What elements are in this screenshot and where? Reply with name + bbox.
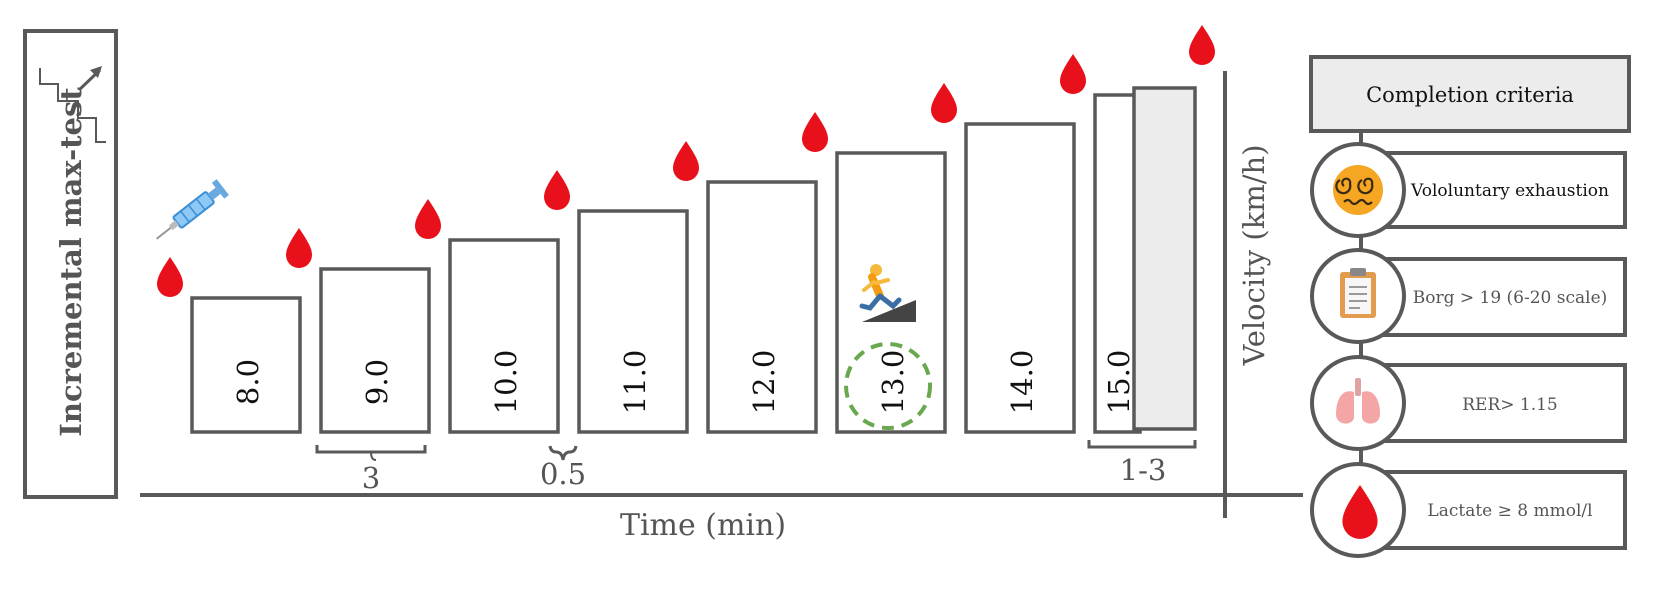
completion-criteria-header bbox=[1309, 55, 1631, 133]
blood-drop-icon bbox=[673, 141, 699, 181]
blood-drop-icon bbox=[802, 112, 828, 152]
highlight-circle bbox=[844, 342, 932, 430]
stage-velocity-label: 9.0 bbox=[360, 359, 394, 405]
blood-drop-icon bbox=[931, 83, 957, 123]
stage-bars: 8.0 9.0 10.0 11.0 12.0 13.0 14.0 15.0 bbox=[190, 93, 1142, 434]
blood-drop-icon bbox=[157, 257, 183, 297]
stage-velocity-label: 10.0 bbox=[489, 350, 523, 415]
rest-duration-label: 0.5 bbox=[540, 457, 586, 491]
criterion-label: Vololuntary exhaustion bbox=[1410, 181, 1609, 201]
velocity-axis-label: Velocity (km/h) bbox=[1237, 144, 1271, 366]
stage-velocity-label: 12.0 bbox=[747, 350, 781, 415]
stage-bar: 11.0 bbox=[577, 209, 689, 434]
stage-bar: 8.0 bbox=[190, 296, 302, 434]
blood-drop-icon bbox=[544, 170, 570, 210]
syringe-icon bbox=[155, 179, 229, 240]
blood-drop-icon bbox=[1060, 54, 1086, 94]
completion-criteria-panel: Completion criteria Vololuntary exhausti… bbox=[1309, 55, 1631, 558]
blood-drop-icon bbox=[415, 199, 441, 239]
protocol-title: Incremental max-test bbox=[54, 87, 88, 437]
criterion-label: Lactate ≥ 8 mmol/l bbox=[1427, 501, 1592, 521]
stage-duration-bracket: 3 bbox=[315, 445, 427, 495]
criterion-borg-scale: Borg > 19 (6-20 scale) bbox=[1310, 248, 1627, 344]
final-duration-bracket: 1-3 bbox=[1087, 440, 1197, 487]
criterion-label: RER> 1.15 bbox=[1462, 395, 1558, 415]
lungs-icon bbox=[1336, 378, 1380, 424]
stage-velocity-label: 14.0 bbox=[1005, 350, 1039, 415]
time-axis-label: Time (min) bbox=[620, 508, 786, 543]
final-stage-extension bbox=[1132, 86, 1197, 431]
blood-drop-icon bbox=[1189, 25, 1215, 65]
stage-velocity-label: 13.0 bbox=[876, 350, 910, 415]
criterion-lactate: Lactate ≥ 8 mmol/l bbox=[1310, 462, 1627, 558]
blood-drop-icon bbox=[286, 228, 312, 268]
stage-velocity-label: 11.0 bbox=[618, 350, 652, 415]
criterion-rer: RER> 1.15 bbox=[1310, 355, 1627, 451]
criterion-voluntary-exhaustion: Vololuntary exhaustion bbox=[1310, 142, 1627, 238]
clipboard-icon bbox=[1340, 268, 1376, 318]
stage-bar: 10.0 bbox=[448, 238, 560, 434]
dizzy-face-icon bbox=[1333, 165, 1383, 215]
completion-criteria-title: Completion criteria bbox=[1366, 83, 1574, 107]
stage-bar: 14.0 bbox=[964, 122, 1076, 434]
stage-velocity-label: 8.0 bbox=[231, 359, 265, 405]
staircase-arrow-icon bbox=[39, 66, 106, 143]
criterion-label: Borg > 19 (6-20 scale) bbox=[1413, 288, 1608, 308]
final-duration-label: 1-3 bbox=[1120, 453, 1167, 487]
stage-duration-label: 3 bbox=[362, 461, 380, 495]
stage-bar: 13.0 bbox=[835, 151, 947, 434]
stage-bar: 12.0 bbox=[706, 180, 818, 434]
protocol-title-box: Incremental max-test bbox=[23, 29, 118, 499]
stage-velocity-label: 15.0 bbox=[1102, 350, 1136, 415]
rest-duration-bracket: 0.5 bbox=[540, 445, 586, 491]
incline-runner-icon bbox=[859, 264, 916, 322]
stage-bar: 9.0 bbox=[319, 267, 431, 434]
